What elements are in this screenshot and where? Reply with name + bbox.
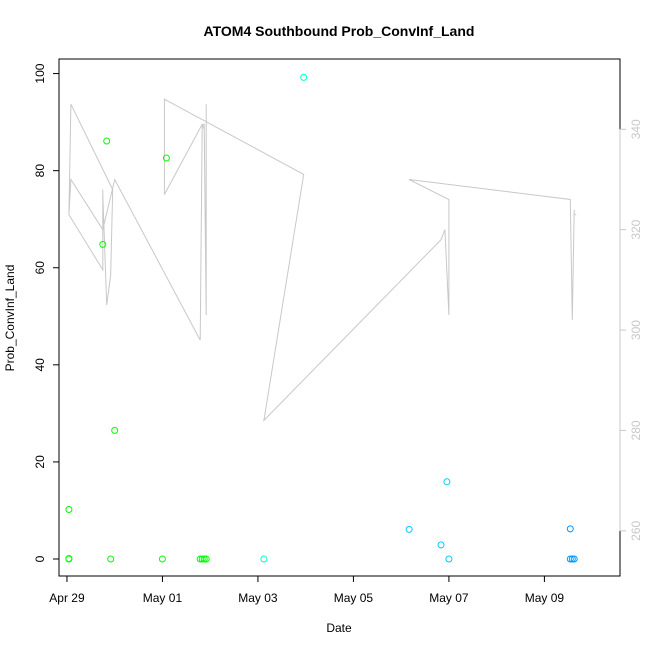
data-point-3 [405, 525, 413, 533]
y-tick-label: 40 [33, 358, 47, 372]
y2-tick-label: 300 [629, 320, 643, 340]
x-tick-label: May 03 [238, 591, 278, 605]
line-series-layer [68, 98, 577, 422]
data-point-3 [445, 555, 453, 563]
data-point-3 [437, 541, 445, 549]
data-point-1 [107, 555, 115, 563]
data-point-3 [443, 478, 451, 486]
y-tick-label: 100 [33, 63, 47, 83]
x-tick-label: May 09 [525, 591, 565, 605]
x-tick-label: May 01 [143, 591, 183, 605]
points-layer [65, 73, 578, 563]
y-tick-label: 0 [33, 555, 47, 562]
data-point-4 [570, 555, 578, 563]
x-axis: Apr 29 May 01 May 03 May 05 May 07 May 09 [49, 575, 565, 605]
data-point-1 [65, 555, 73, 562]
y-tick-label: 60 [33, 261, 47, 275]
y-tick-label: 20 [33, 455, 47, 469]
y-axis-label: Prob_ConvInf_Land [3, 265, 17, 372]
y-axis: 0 20 40 60 80 100 [33, 63, 60, 562]
data-point-1 [158, 555, 166, 563]
x-tick-label: May 07 [429, 591, 469, 605]
y2-axis: 260 280 300 320 340 [619, 119, 643, 541]
data-point-2 [260, 555, 268, 563]
data-point-4 [568, 555, 576, 563]
y2-tick-label: 260 [629, 520, 643, 540]
x-tick-label: Apr 29 [49, 591, 85, 605]
y2-tick-label: 320 [629, 219, 643, 239]
series-line [68, 98, 577, 422]
data-point-1 [200, 555, 208, 563]
data-point-1 [111, 426, 119, 434]
data-point-1 [99, 240, 107, 248]
x-tick-label: May 05 [334, 591, 374, 605]
data-point-4 [566, 525, 574, 533]
data-point-1 [162, 154, 170, 162]
chart-title: ATOM4 Southbound Prob_ConvInf_Land [204, 23, 475, 39]
data-point-1 [202, 555, 210, 563]
data-point-2 [300, 73, 308, 81]
y2-tick-label: 340 [629, 119, 643, 139]
data-point-1 [198, 555, 206, 563]
data-point-1 [65, 506, 73, 513]
x-axis-label: Date [326, 621, 352, 635]
y-tick-label: 80 [33, 164, 47, 178]
data-point-4 [566, 555, 574, 563]
y2-tick-label: 280 [629, 420, 643, 440]
data-point-1 [103, 137, 111, 145]
plot-frame [58, 58, 621, 577]
